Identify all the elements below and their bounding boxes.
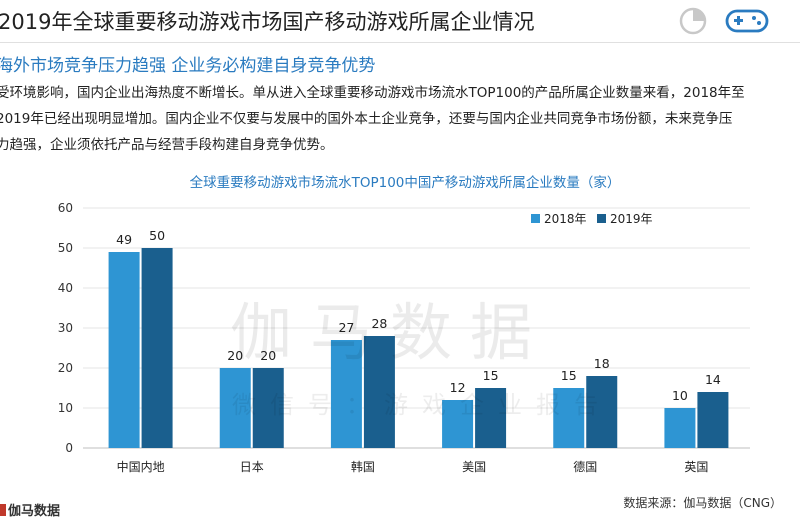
y-tick-label: 10: [58, 401, 73, 415]
x-tick-label: 日本: [240, 460, 264, 474]
body-line: 2019年已经出现明显增加。国内企业不仅要与发展中的国外本土企业竞争，还要与国内…: [0, 111, 733, 127]
legend-label: 2018年: [544, 212, 587, 226]
body-paragraph: 受环境影响，国内企业出海热度不断增长。单从进入全球重要移动游戏市场流水TOP10…: [0, 80, 800, 158]
data-label: 10: [672, 388, 688, 403]
y-tick-label: 30: [58, 321, 73, 335]
source-note: 数据来源：伽马数据（CNG）: [623, 496, 782, 510]
watermark: 伽马数据: [230, 296, 551, 369]
data-label: 50: [149, 228, 165, 243]
data-label: 18: [594, 356, 610, 371]
bar: [664, 408, 696, 448]
page-title: 2019年全球重要移动游戏市场国产移动游戏所属企业情况: [0, 10, 535, 34]
bar: [363, 336, 395, 448]
chart-title: 全球重要移动游戏市场流水TOP100中国产移动游戏所属企业数量（家）: [190, 174, 621, 191]
x-tick-label: 美国: [462, 460, 486, 474]
x-tick-label: 中国内地: [117, 459, 165, 474]
bar: [108, 252, 140, 448]
bar: [442, 400, 474, 448]
x-tick-label: 英国: [684, 460, 708, 474]
pie-chart-icon[interactable]: [677, 6, 709, 36]
header: 2019年全球重要移动游戏市场国产移动游戏所属企业情况: [0, 0, 800, 42]
bar: [252, 368, 284, 448]
section-heading: 海外市场竞争压力趋强 企业务必构建自身竞争优势: [0, 56, 376, 76]
legend-label: 2019年: [610, 212, 653, 226]
x-tick-label: 德国: [573, 459, 597, 474]
x-tick-label: 韩国: [351, 459, 375, 474]
data-label: 15: [561, 368, 577, 383]
bar: [141, 248, 173, 448]
logo-text: 伽马数据: [8, 504, 61, 519]
legend-swatch: [531, 214, 540, 223]
y-tick-label: 20: [58, 361, 73, 375]
y-tick-label: 0: [65, 441, 73, 455]
data-label: 28: [371, 316, 387, 331]
bar: [553, 388, 585, 448]
bar: [219, 368, 251, 448]
watermark-subtext: 微信号：游戏企业报告: [232, 391, 612, 419]
logo-icon: [0, 504, 6, 516]
header-divider: [0, 42, 800, 43]
data-label: 49: [116, 232, 132, 247]
bar: [330, 340, 362, 448]
data-label: 14: [705, 372, 721, 387]
y-tick-label: 60: [58, 201, 73, 215]
data-label: 27: [338, 320, 354, 335]
body-line: 力趋强，企业须依托产品与经营手段构建自身竞争优势。: [0, 137, 334, 153]
body-line: 受环境影响，国内企业出海热度不断增长。单从进入全球重要移动游戏市场流水TOP10…: [0, 85, 745, 101]
y-tick-label: 50: [58, 241, 73, 255]
legend-swatch: [597, 214, 606, 223]
data-label: 12: [450, 380, 466, 395]
data-label: 20: [227, 348, 243, 363]
bar: [475, 388, 507, 448]
data-label: 20: [260, 348, 276, 363]
y-tick-label: 40: [58, 281, 73, 295]
bar: [586, 376, 618, 448]
bar: [697, 392, 729, 448]
data-label: 15: [483, 368, 499, 383]
gamepad-icon[interactable]: [724, 6, 770, 36]
logo: 伽马数据: [0, 500, 60, 519]
